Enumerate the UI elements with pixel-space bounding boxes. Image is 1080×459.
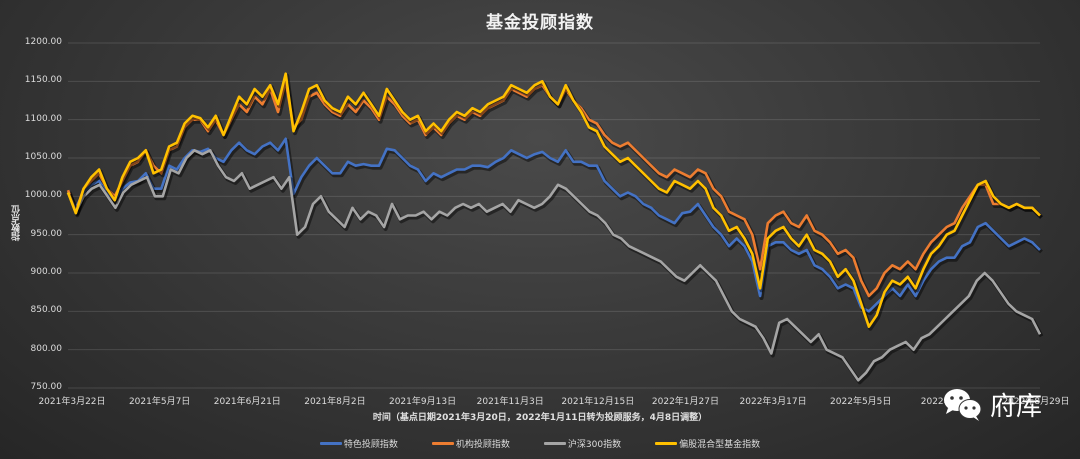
y-tick-label: 1000.00 bbox=[24, 190, 62, 201]
legend-item-2[interactable]: 机构投顾指数 bbox=[431, 437, 510, 450]
wechat-icon bbox=[944, 388, 982, 421]
series-line bbox=[66, 149, 1042, 382]
series-lines bbox=[66, 72, 1044, 385]
y-tick-label: 750.00 bbox=[30, 382, 63, 392]
legend-swatch-icon bbox=[543, 442, 566, 445]
x-tick-label: 2021年6月21日 bbox=[213, 397, 281, 407]
watermark-text: 府库 bbox=[990, 392, 1043, 422]
x-tick-label: 2022年5月5日 bbox=[830, 397, 892, 407]
x-tick-label: 2021年8月2日 bbox=[304, 397, 366, 407]
x-tick-label: 2021年5月7日 bbox=[128, 397, 191, 407]
chart-title: 基金投顾指数 bbox=[486, 13, 594, 33]
watermark: 府库 bbox=[942, 386, 1042, 423]
x-tick-label: 2021年9月13日 bbox=[388, 397, 457, 407]
legend-label: 特色投顾指数 bbox=[343, 440, 398, 450]
x-tick-label: 2021年12月15日 bbox=[561, 397, 635, 407]
x-axis-label: 时间（基点日期2021年3月20日，2022年1月11日转为投顾服务，4月8日调… bbox=[372, 413, 708, 423]
series-line bbox=[66, 137, 1041, 313]
legend-swatch-icon bbox=[655, 442, 678, 445]
y-tick-label: 1200.00 bbox=[24, 37, 62, 47]
x-tick-label: 2022年8月29日 bbox=[1002, 397, 1070, 407]
x-tick-label: 2022年1月27日 bbox=[651, 397, 719, 407]
y-tick-label: 900.00 bbox=[30, 267, 63, 277]
x-tick-label: 2021年11月3日 bbox=[476, 397, 544, 407]
series-line bbox=[66, 72, 1041, 329]
legend-item-3[interactable]: 沪深300指数 bbox=[543, 437, 622, 450]
legend-swatch-icon bbox=[319, 442, 342, 445]
legend-item-1[interactable]: 特色投顾指数 bbox=[319, 437, 398, 450]
legend: 特色投顾指数 机构投顾指数 沪深300指数 偏股混合型基金指数 bbox=[0, 437, 1080, 450]
legend-swatch-icon bbox=[431, 442, 454, 445]
legend-label: 机构投顾指数 bbox=[455, 440, 510, 450]
y-tick-label: 1050.00 bbox=[24, 152, 62, 162]
legend-label: 沪深300指数 bbox=[567, 440, 622, 450]
legend-label: 偏股混合型基金指数 bbox=[679, 440, 761, 450]
legend-item-4[interactable]: 偏股混合型基金指数 bbox=[655, 437, 760, 450]
gridlines bbox=[68, 42, 1040, 389]
y-tick-label: 850.00 bbox=[30, 305, 63, 316]
x-tick-label: 2022年3月17日 bbox=[739, 397, 807, 407]
y-tick-label: 1150.00 bbox=[24, 75, 62, 86]
y-tick-label: 1100.00 bbox=[24, 113, 62, 124]
y-tick-label: 800.00 bbox=[30, 343, 63, 354]
x-tick-label: 2021年3月22日 bbox=[38, 397, 106, 407]
y-tick-label: 950.00 bbox=[30, 228, 63, 239]
